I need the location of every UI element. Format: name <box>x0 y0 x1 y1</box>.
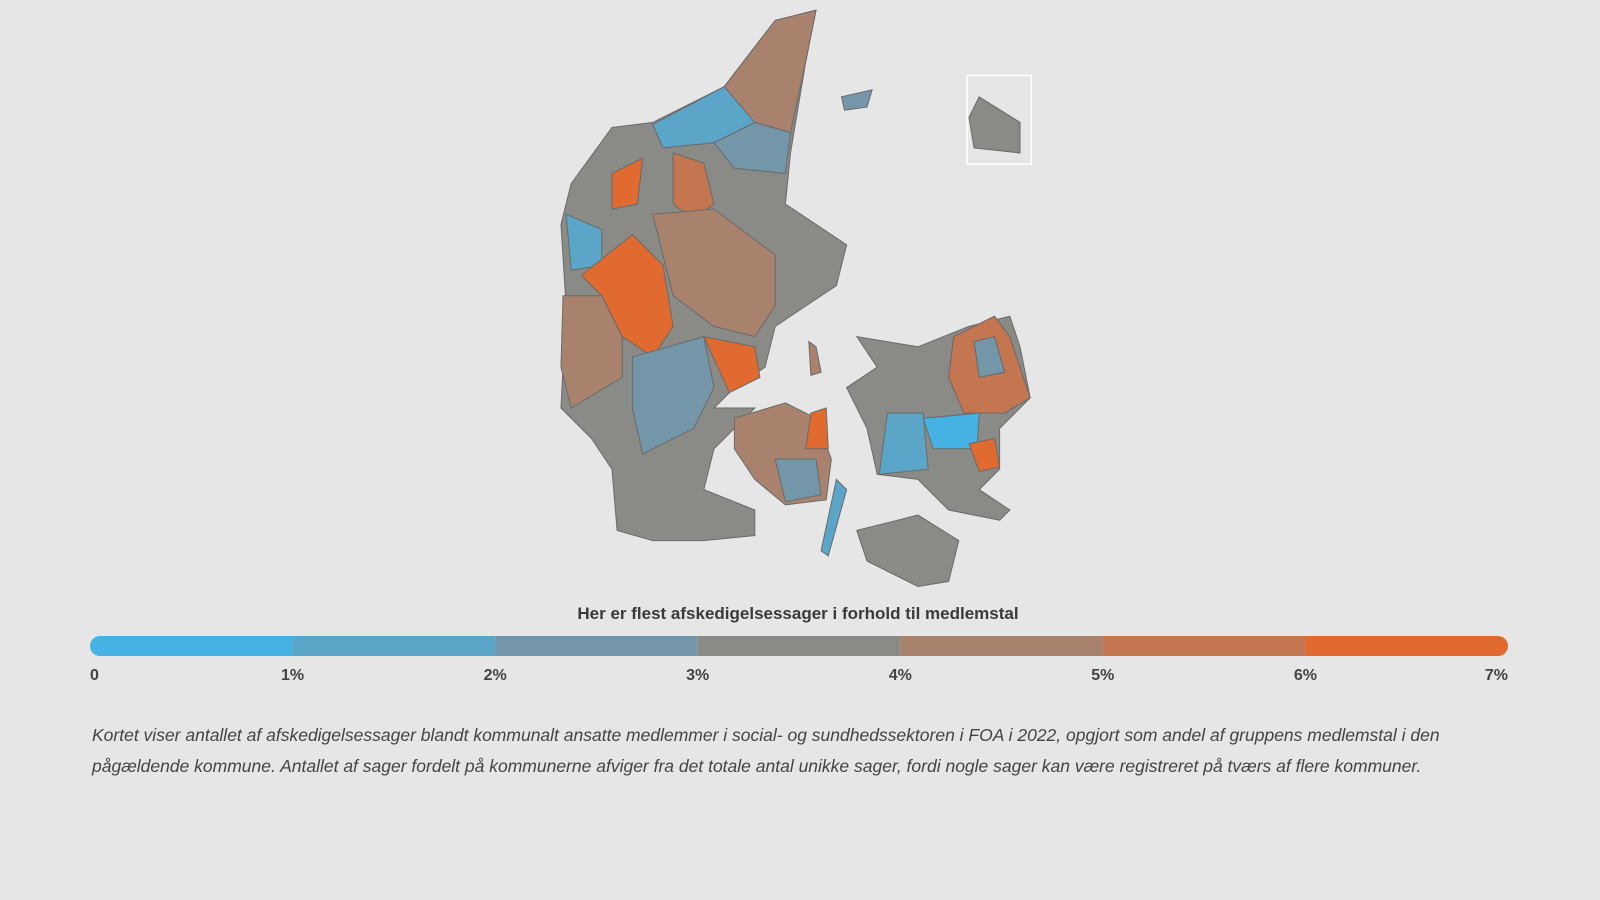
legend-segment <box>900 636 1103 656</box>
region <box>968 437 1001 472</box>
legend-tick-label: 4% <box>889 667 912 684</box>
lolland-falster <box>856 514 960 588</box>
region <box>878 412 929 475</box>
legend-tick-label: 5% <box>1091 667 1114 684</box>
region <box>560 295 623 409</box>
legend-title: Her er flest afskedigelsessager i forhol… <box>577 604 1018 623</box>
legend-segment <box>1305 636 1508 656</box>
bornholm <box>968 96 1021 154</box>
legend-segment <box>292 636 496 656</box>
region <box>973 335 1006 379</box>
denmark-map <box>560 9 1032 588</box>
region <box>652 208 776 338</box>
legend-segment <box>1102 636 1306 656</box>
region <box>713 121 792 174</box>
island <box>820 478 848 557</box>
legend-segment <box>90 636 293 656</box>
legend-tick-label: 1% <box>281 667 304 684</box>
legend-tick-label: 6% <box>1294 667 1317 684</box>
legend-segment <box>697 636 901 656</box>
legend-tick-label: 7% <box>1485 667 1508 684</box>
region <box>652 86 756 149</box>
region <box>774 458 822 503</box>
island <box>808 340 822 377</box>
region <box>611 157 644 210</box>
legend: 0 1% 2% 3% 4% 5% 6% 7% <box>90 636 1508 684</box>
region <box>702 335 761 394</box>
legend-tick-label: 3% <box>686 667 709 684</box>
legend-tick-label: 0 <box>90 667 99 684</box>
legend-tick-label: 2% <box>484 667 507 684</box>
bornholm-inset-box <box>966 74 1032 165</box>
caption: Kortet viser antallet af afskedigelsessa… <box>92 725 1440 776</box>
island <box>840 89 873 111</box>
legend-segment <box>495 636 698 656</box>
region <box>805 407 829 450</box>
